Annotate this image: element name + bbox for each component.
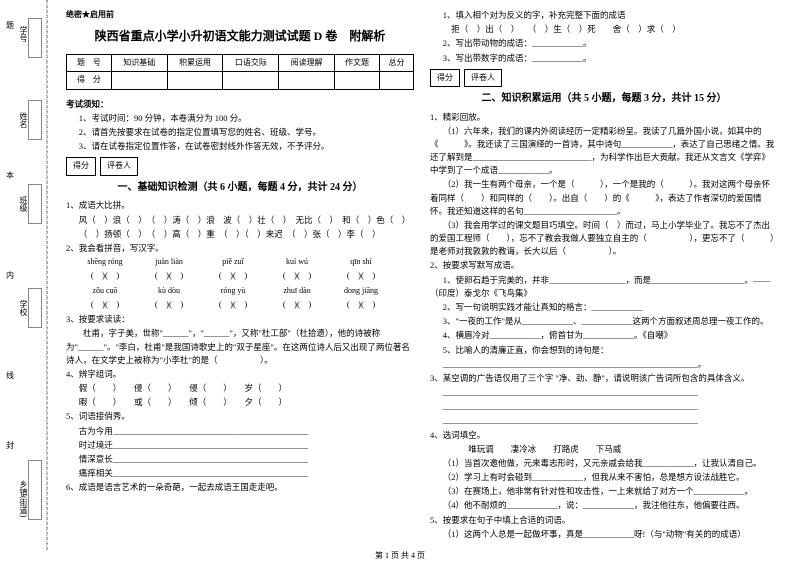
binding-sidebar: 学号 姓名 班级 学校 乡镇(街道) 题 本 内 线 封 (0, 0, 48, 550)
side-box-2 (28, 100, 42, 140)
score-label-2: 得分 (430, 69, 460, 87)
score-label: 得分 (66, 157, 96, 175)
section-2-title: 二、知识积累运用（共 5 小题，每题 3 分，共计 15 分） (430, 91, 778, 107)
q5-a: 古为今用____________________________________… (66, 425, 414, 438)
th-1: 知识基础 (111, 54, 167, 71)
s2-q2c: 3、"一夜的工作"是从____________、____________这两个方… (430, 315, 778, 328)
td-score: 得 分 (67, 72, 112, 89)
s2-q1a: （1）六年来，我们的课内外阅读经历一定精彩纷呈。我读了几篇外国小说，如其中的《 … (430, 125, 778, 178)
th-2: 积累运用 (167, 54, 223, 71)
s2-q1b: （2）我一生有两个母亲，一个是（ ），一个是我的（ ）。我对这两个母亲怀着同样（… (430, 178, 778, 218)
q4-line-a: 假（ ） 侵（ ） 侵（ ） 岁（ ） (66, 382, 414, 395)
notice-1: 1、考试时间：90 分钟，本卷满分为 100 分。 (66, 112, 414, 125)
th-3: 口语交际 (223, 54, 279, 71)
side-box-3 (28, 184, 42, 224)
pinyin-row-2: zǒu cuōkù dòuróng yùzhuī dàodong jiāng (80, 285, 414, 297)
secret-mark: 绝密★启用前 (66, 9, 414, 21)
q5-head: 5、词语接俏秀。 (66, 410, 414, 423)
s2-q4e: （4）他不耐烦的____________，说：____________，我注他往… (430, 499, 778, 512)
q4-line-b: 暇（ ） 或（ ） 倾（ ） 夕（ ） (66, 396, 414, 409)
main-content: 绝密★启用前 陕西省重点小学小升初语文能力测试试题 D 卷 附解析 题 号 知识… (48, 0, 800, 550)
s2-q2d: 4、横眉冷对____________，俯首甘为____________。《自嘲》 (430, 329, 778, 342)
grader-label: 评卷人 (100, 157, 138, 175)
q3-body: 杜甫，字子美，世称"______"，"______"，又称"杜工部"（杜拾遗），… (66, 327, 414, 367)
r-item-1a: 拒（ ）出（ ） （ ）生（ ）死 舍（ ）求（ ） (430, 23, 778, 36)
vmark-2: 本 (6, 170, 14, 181)
scorer-row-2: 得分 评卷人 (430, 69, 778, 87)
s2-q2h: 2、按要求写默写成语。 (430, 259, 778, 272)
side-box-5 (28, 460, 42, 520)
dotted-line (46, 0, 47, 550)
scorer-row-1: 得分 评卷人 (66, 157, 414, 175)
s2-q2a: 1、使卵石趋于完美的，并非__________________，而是______… (430, 274, 778, 300)
s2-q4h: 4、选词填空。 (430, 429, 778, 442)
notice-2: 2、请首先按要求在试卷的指定位置填写您的姓名、班级、学号。 (66, 126, 414, 139)
r-item-1: 1、填入相个对为反义的字，补充完整下面的成语 (430, 9, 778, 22)
s2-q2f: ________________________________________… (430, 358, 778, 371)
char-row-1: ( )( )( )( )( )( )( )( )( )( ) (80, 269, 414, 282)
vmark-5: 封 (6, 440, 14, 451)
s2-q4c: （2）学习上有时会碰到____________，但我从来不害怕，总是想方设法战胜… (430, 471, 778, 484)
notice-head: 考试须知： (66, 98, 414, 111)
r-item-2: 2、写出带动物的成语：____________。 (430, 37, 778, 50)
th-5: 作文题 (335, 54, 380, 71)
s2-q4d: （3）在赛场上，他非常有针对性和攻击性，一上来就给了对方一个__________… (430, 485, 778, 498)
q6-head: 6、成语是语言艺术的一朵奇葩，一起去成语王国走走吧。 (66, 481, 414, 494)
table-row: 题 号 知识基础 积累运用 口语交际 阅读理解 作文题 总分 (67, 54, 414, 71)
s2-q2e: 5、比喻人的清廉正直，你会想到的诗句是： (430, 344, 778, 357)
s2-q5a: （1）这两个人总是一起做坏事，真是____________呀!（与"动物"有关的… (430, 528, 778, 541)
q3-head: 3、按要求读读： (66, 313, 414, 326)
side-box-4 (28, 288, 42, 328)
s2-q5h: 5、按要求在句子中填上合适的词语。 (430, 514, 778, 527)
s2-q4a: 唯玩调 凄冷冰 打路虎 下马威 (430, 443, 778, 456)
page-footer: 第 1 页 共 4 页 (0, 550, 800, 561)
th-4: 阅读理解 (279, 54, 335, 71)
s2-q3a: ________________________________________… (430, 386, 778, 399)
page-container: 学号 姓名 班级 学校 乡镇(街道) 题 本 内 线 封 绝密★启用前 陕西省重… (0, 0, 800, 550)
vmark-3: 内 (6, 270, 14, 281)
score-table: 题 号 知识基础 积累运用 口语交际 阅读理解 作文题 总分 得 分 (66, 54, 414, 90)
q1-line-a: 风（ ）浪（ ） （ ）涛（ ）浪 波（ ）壮（ ） 无比（ ） 和（ ）色（ … (66, 214, 414, 227)
s2-q3c: ________________________________________… (430, 414, 778, 427)
char-row-2: ( )( )( )( )( )( )( )( )( )( ) (80, 298, 414, 311)
s2-q4b: （1）当首次邀他做，元来毒志形时，又元亲戚会给我____________，让我认… (430, 457, 778, 470)
th-0: 题 号 (67, 54, 112, 71)
right-column: 1、填入相个对为反义的字，补充完整下面的成语 拒（ ）出（ ） （ ）生（ ）死… (422, 8, 786, 550)
notice-3: 3、请在试卷指定位置作答，在试卷密封线外作答无效，不予评分。 (66, 140, 414, 153)
q4-head: 4、辨字组词。 (66, 368, 414, 381)
q1-head: 1、成语大比拼。 (66, 199, 414, 212)
r-item-3: 3、写出带数字的成语：____________。 (430, 52, 778, 65)
s2-q3b: ________________________________________… (430, 400, 778, 413)
q1-line-b: （ ）扬顿（ ） （ ）高（ ）重 （ ）（ ）来迟 （ ）张（ ）李（ ） (66, 228, 414, 241)
vmark-4: 线 (6, 370, 14, 381)
q5-c: 情深意长____________________________________… (66, 453, 414, 466)
th-6: 总分 (379, 54, 413, 71)
pinyin-row-1: shēng róngjuàn liànpiě zuǐkuí wúqīn shí (80, 256, 414, 268)
q5-b: 时过境迁____________________________________… (66, 439, 414, 452)
s2-q1h: 1、精彩回放。 (430, 111, 778, 124)
q5-d: 痛痒相关____________________________________… (66, 467, 414, 480)
s2-q1c: （3）我会用学过的课文题目巧填空。时间（ ）而过，马上小学毕业了。我忘不了杰出的… (430, 219, 778, 259)
vmark-1: 题 (6, 20, 14, 31)
side-box-1 (28, 18, 42, 58)
exam-title: 陕西省重点小学小升初语文能力测试试题 D 卷 附解析 (66, 27, 414, 46)
s2-q2b: 2、写一句说明实践才能让真知的格言：____________ (430, 301, 778, 314)
s2-q3h: 3、某空调的广告语仅用了三个字 "净、劲、静"，请说明该广告词所包含的具体含义。 (430, 372, 778, 385)
grader-label-2: 评卷人 (464, 69, 502, 87)
left-column: 绝密★启用前 陕西省重点小学小升初语文能力测试试题 D 卷 附解析 题 号 知识… (58, 8, 422, 550)
section-1-title: 一、基础知识检测（共 6 小题，每题 4 分，共计 24 分） (66, 180, 414, 196)
q2-head: 2、我会看拼音，写汉字。 (66, 242, 414, 255)
table-row: 得 分 (67, 72, 414, 89)
